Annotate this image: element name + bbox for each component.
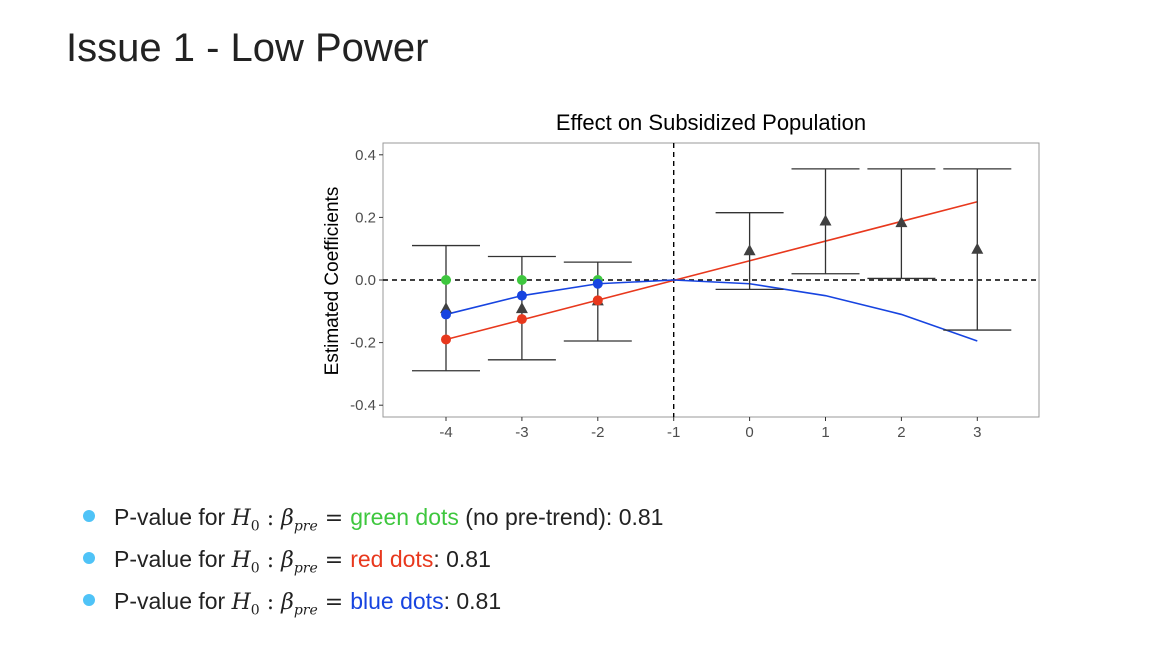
- trend-line-1: [445, 200, 978, 341]
- series-dot-1: [441, 334, 451, 345]
- pre-trend-dots: [441, 275, 603, 345]
- bullet-suffix: : 0.81: [443, 588, 502, 614]
- series-dot-0: [516, 275, 527, 285]
- x-tick-label: -1: [667, 424, 680, 441]
- bullet-prefix: P-value for: [114, 588, 232, 614]
- estimate-triangle: [743, 244, 756, 256]
- trend-line-2: [445, 279, 978, 342]
- series-dot-2: [441, 309, 451, 320]
- highlight-red-dots: red dots: [350, 546, 434, 572]
- x-tick-label: -2: [591, 424, 604, 441]
- hypothesis-formula: H0 : βpre =: [231, 506, 351, 535]
- series-dot-2: [516, 290, 527, 301]
- bullet-dot-icon: [83, 552, 95, 564]
- x-tick-label: -3: [515, 424, 528, 441]
- series-dot-2: [592, 278, 603, 289]
- y-tick-label: 0.0: [355, 272, 376, 289]
- x-axis: -4 -3 -2 -1 0 1 2 3: [439, 417, 981, 441]
- y-axis: 0.4 0.2 0.0 -0.2 -0.4: [350, 147, 383, 414]
- bullet-dot-icon: [83, 594, 95, 606]
- estimate-triangle: [971, 242, 984, 254]
- trend-lines: [445, 200, 978, 342]
- hypothesis-formula: H0 : βpre =: [231, 590, 351, 619]
- highlight-green-dots: green dots: [350, 504, 459, 530]
- y-tick-label: -0.4: [350, 397, 376, 414]
- y-tick-label: 0.2: [355, 209, 376, 226]
- x-tick-label: 2: [897, 424, 905, 441]
- hypothesis-formula: H0 : βpre =: [231, 548, 351, 577]
- bullet-item-blue: P-value for H0 : βpre = blue dots: 0.81: [82, 581, 663, 623]
- estimate-triangle: [515, 302, 528, 314]
- estimate-triangle: [819, 214, 832, 226]
- estimate-triangle: [895, 216, 908, 228]
- reference-lines: [383, 143, 1039, 417]
- bullet-dot-icon: [83, 510, 95, 522]
- bullet-suffix: : 0.81: [433, 546, 491, 572]
- y-tick-label: -0.2: [350, 335, 376, 352]
- estimate-triangle: [440, 302, 452, 314]
- y-tick-label: 0.4: [355, 147, 376, 164]
- series-dot-0: [441, 275, 451, 285]
- bullet-suffix: (no pre-trend): 0.81: [458, 504, 664, 530]
- y-axis-label: Estimated Coefficients: [322, 187, 343, 376]
- x-tick-label: 3: [973, 424, 981, 441]
- highlight-blue-dots: blue dots: [350, 588, 444, 614]
- x-tick-label: -4: [439, 424, 452, 441]
- bullet-prefix: P-value for: [114, 546, 232, 572]
- x-tick-label: 1: [821, 424, 829, 441]
- bullet-item-green: P-value for H0 : βpre = green dots (no p…: [82, 497, 663, 539]
- bullet-item-red: P-value for H0 : βpre = red dots: 0.81: [82, 539, 663, 581]
- bullet-prefix: P-value for: [114, 504, 232, 530]
- chart: Effect on Subsidized Population Estimate…: [322, 110, 1040, 441]
- series-dot-1: [516, 314, 527, 325]
- chart-title: Effect on Subsidized Population: [556, 110, 866, 135]
- x-tick-label: 0: [745, 424, 753, 441]
- slide-title: Issue 1 - Low Power: [66, 26, 429, 70]
- series-dot-1: [592, 295, 603, 306]
- bullet-list: P-value for H0 : βpre = green dots (no p…: [82, 497, 663, 623]
